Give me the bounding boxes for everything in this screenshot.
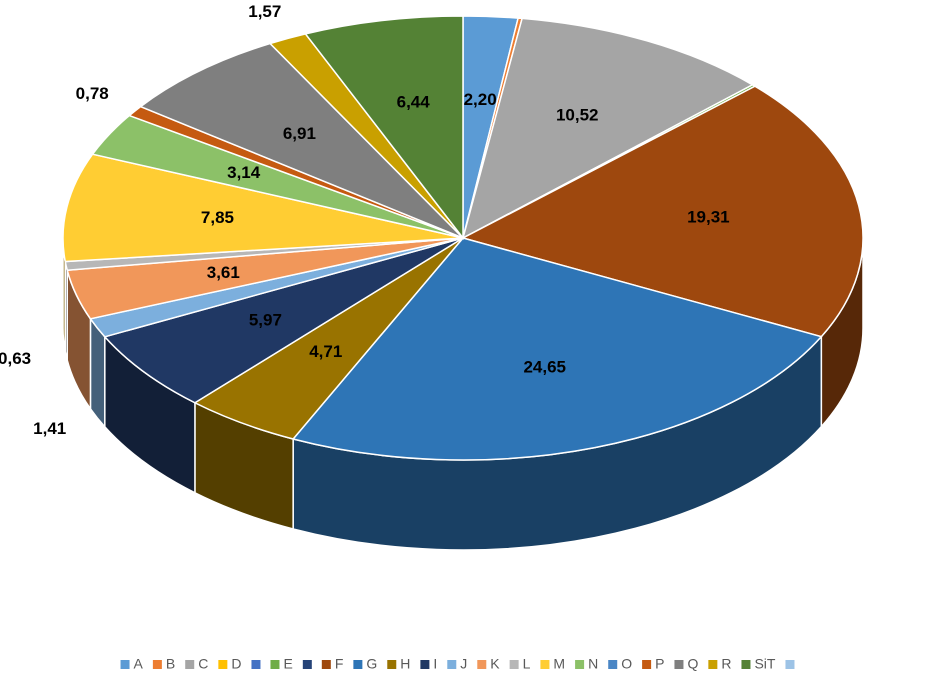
legend-label: M (553, 656, 565, 672)
legend-marker (321, 660, 331, 669)
legend-label: C (198, 656, 208, 672)
slice (103, 237, 464, 404)
slice (139, 42, 464, 239)
legend-item: B (152, 656, 175, 672)
legend-marker (218, 660, 228, 669)
legend-marker (420, 660, 430, 669)
legend-item: K (477, 656, 500, 672)
legend-item: L (509, 656, 531, 672)
legend-marker (270, 660, 280, 669)
legend-label: L (523, 656, 531, 672)
data-label: 24,65 (523, 357, 566, 376)
legend-label: E (283, 656, 292, 672)
legend-label: F (335, 656, 344, 672)
legend-item: D (218, 656, 241, 672)
legend-marker (642, 660, 652, 669)
legend-item: P (642, 656, 664, 672)
slice (460, 85, 864, 338)
data-label: 3,14 (227, 163, 261, 182)
legend-item: I (420, 656, 437, 672)
data-label: 3,61 (207, 263, 240, 282)
pie-tops (62, 15, 864, 461)
data-label: 6,91 (283, 124, 316, 143)
legend-marker (575, 660, 585, 669)
data-label: 7,85 (201, 208, 234, 227)
legend-marker (708, 660, 718, 669)
legend-label: H (400, 656, 410, 672)
legend-item: J (447, 656, 467, 672)
legend-item: A (120, 656, 144, 672)
legend-label: B (166, 656, 175, 672)
legend-label: O (621, 656, 632, 672)
legend-label: R (721, 656, 731, 672)
legend-marker (785, 660, 795, 669)
legend-label: P (655, 656, 664, 672)
slice (461, 17, 755, 240)
data-label: 5,97 (249, 311, 282, 330)
legend-label: A (134, 656, 144, 672)
slice (291, 237, 823, 461)
legend-marker (120, 660, 130, 669)
legend-marker (477, 660, 487, 669)
data-label: 2,20 (464, 90, 497, 109)
slice (62, 153, 464, 263)
legend-item: N (575, 656, 598, 672)
legend-marker (509, 660, 519, 669)
legend-item: E (270, 656, 293, 672)
legend-marker (608, 660, 618, 669)
legend-marker (540, 660, 550, 669)
data-label: 4,71 (309, 342, 342, 361)
data-label: 0,63 (0, 349, 31, 368)
legend-item: SiT (741, 656, 776, 672)
legend-item (785, 660, 795, 669)
legend-label: Q (687, 656, 698, 672)
legend-item: Q (674, 656, 698, 672)
legend-item: C (185, 656, 208, 672)
legend-marker (447, 660, 457, 669)
legend-label: N (588, 656, 598, 672)
legend-marker (251, 660, 261, 669)
legend-marker (387, 660, 397, 669)
legend-item: H (387, 656, 410, 672)
legend-item: O (608, 656, 632, 672)
data-label: 0,78 (76, 84, 109, 103)
data-label: 6,44 (397, 93, 431, 112)
legend-marker (741, 660, 751, 669)
legend: A B C D E F G H I J K L M N O P Q R SiT (120, 656, 795, 672)
legend-marker (302, 660, 312, 669)
legend-item (251, 660, 261, 669)
legend-marker (185, 660, 195, 669)
legend-marker (674, 660, 684, 669)
legend-item: R (708, 656, 731, 672)
legend-label: D (231, 656, 241, 672)
legend-marker (152, 660, 162, 669)
data-label: 1,41 (33, 419, 66, 438)
legend-item: M (540, 656, 565, 672)
legend-label: K (490, 656, 500, 672)
legend-label: J (460, 656, 467, 672)
legend-label: SiT (754, 656, 775, 672)
legend-item: G (353, 656, 377, 672)
data-label: 19,31 (687, 207, 730, 226)
data-label: 1,57 (248, 2, 281, 21)
slice (304, 15, 464, 241)
legend-item: F (321, 656, 344, 672)
data-label: 10,52 (556, 105, 599, 124)
legend-label: G (366, 656, 377, 672)
legend-label: I (433, 656, 437, 672)
legend-item (302, 660, 312, 669)
legend-marker (353, 660, 363, 669)
